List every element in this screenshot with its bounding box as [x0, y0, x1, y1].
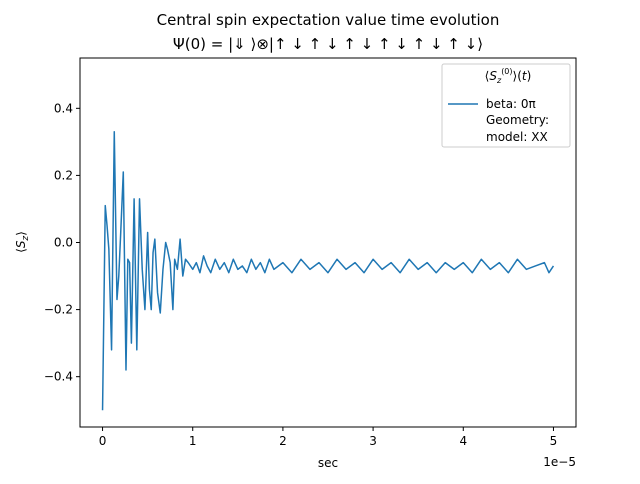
x-tick-label: 5: [550, 434, 558, 448]
series-lines: [101, 131, 555, 411]
y-tick-label: −0.4: [44, 370, 73, 384]
legend-entry-geometry: Geometry:: [486, 113, 549, 127]
x-offset-label: 1e−5: [543, 455, 576, 469]
chart-subtitle: Ψ(0) = |⇓ ⟩⊗|↑ ↓ ↑ ↓ ↑ ↓ ↑ ↓ ↑ ↓ ↑ ↓⟩: [173, 35, 483, 53]
y-tick-label: 0.0: [54, 236, 73, 250]
x-tick-label: 3: [369, 434, 377, 448]
y-tick-label: 0.2: [54, 168, 73, 182]
y-axis-label: ⟨Sz⟩: [14, 231, 31, 253]
legend-box: [441, 63, 571, 148]
legend-entry-model: model: XX: [486, 130, 548, 144]
series-line: [101, 131, 555, 411]
x-tick-label: 0: [99, 434, 107, 448]
legend: ⟨Sz(0)⟩(t) beta: 0π Geometry: model: XX: [441, 63, 571, 148]
x-tick-label: 4: [459, 434, 467, 448]
x-tick-label: 1: [189, 434, 197, 448]
axis-ticks: 0 1 2 3 4 5 −0.4 −0.2 0.0 0.2 0.4: [44, 101, 557, 448]
y-tick-label: −0.2: [44, 303, 73, 317]
chart-title: Central spin expectation value time evol…: [157, 11, 500, 29]
x-axis-label: sec: [318, 456, 338, 470]
x-tick-label: 2: [279, 434, 287, 448]
legend-entry-beta: beta: 0π: [486, 97, 536, 111]
y-tick-label: 0.4: [54, 101, 73, 115]
